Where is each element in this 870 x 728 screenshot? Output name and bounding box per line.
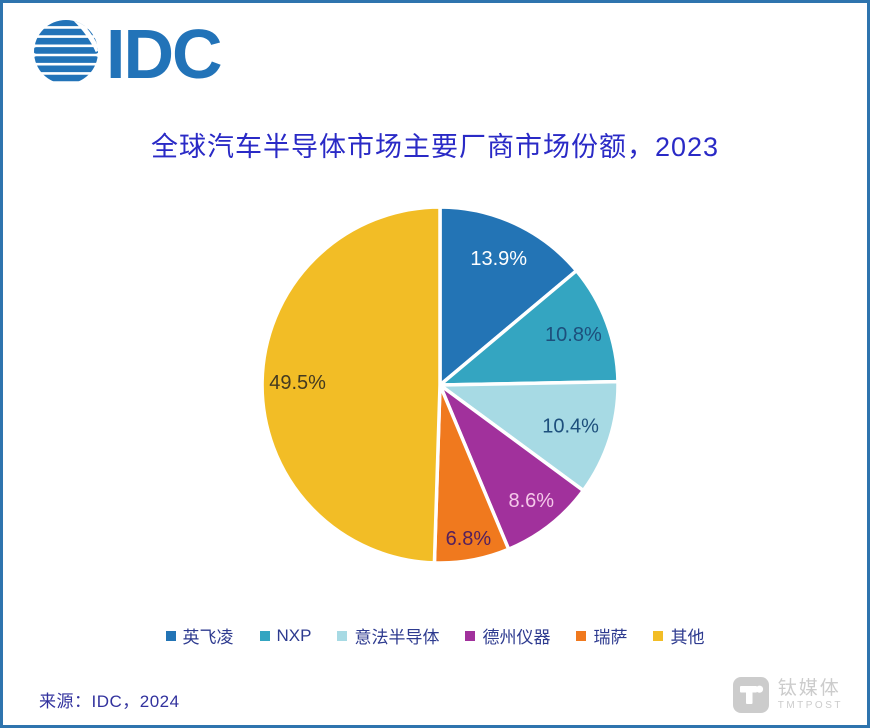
idc-globe-icon: IDC xyxy=(34,15,223,93)
tmtpost-logo: 钛媒体 TMTPOST xyxy=(732,677,843,713)
source-note: 来源：IDC，2024 xyxy=(39,692,180,711)
legend-swatch-icon xyxy=(259,630,270,641)
legend-label: 瑞萨 xyxy=(593,628,628,647)
legend-label: 德州仪器 xyxy=(482,628,551,647)
pie-slice-0 xyxy=(438,205,579,387)
pie-value-label-4: 6.8% xyxy=(446,528,492,550)
legend-item-0: 英飞凌 xyxy=(165,623,234,648)
pie-value-label-3: 8.6% xyxy=(509,490,555,512)
legend-item-1: NXP xyxy=(259,625,312,646)
legend-swatch-icon xyxy=(465,630,476,641)
tmtpost-wordmark: 钛媒体 TMTPOST xyxy=(777,678,843,711)
legend-label: 意法半导体 xyxy=(354,628,440,647)
idc-logo-text: IDC xyxy=(106,17,221,89)
pie-value-label-0: 13.9% xyxy=(470,248,527,270)
tmtpost-badge-icon xyxy=(732,677,769,713)
legend-swatch-icon xyxy=(576,630,587,641)
pie-slice-3 xyxy=(438,383,586,551)
idc-logo: IDC xyxy=(33,15,233,94)
chart-title: 全球汽车半导体市场主要厂商市场份额，2023 xyxy=(150,132,720,162)
pie-value-label-1: 10.8% xyxy=(545,324,602,346)
tmtpost-cn-label: 钛媒体 xyxy=(777,678,841,700)
legend-item-2: 意法半导体 xyxy=(337,623,439,648)
legend-label: NXP xyxy=(276,625,312,645)
legend-swatch-icon xyxy=(165,630,176,641)
legend-swatch-icon xyxy=(337,630,348,641)
pie-value-label-2: 10.4% xyxy=(542,416,599,438)
pie-value-label-5: 49.5% xyxy=(269,372,326,394)
legend-item-3: 德州仪器 xyxy=(465,623,550,648)
legend-label: 其他 xyxy=(670,628,705,647)
legend-label: 英飞凌 xyxy=(182,628,234,647)
legend: 英飞凌 NXP 意法半导体 德州仪器 瑞萨 其他 xyxy=(3,623,867,648)
pie-slice-2 xyxy=(438,379,620,493)
pie-chart: 13.9% 10.8% 10.4% 8.6% 6.8% 49.5% xyxy=(260,205,620,565)
legend-item-5: 其他 xyxy=(653,623,704,648)
legend-item-4: 瑞萨 xyxy=(576,623,627,648)
legend-swatch-icon xyxy=(653,630,664,641)
pie-slice-1 xyxy=(438,268,620,387)
tmtpost-en-label: TMTPOST xyxy=(777,699,843,711)
pie-slice-5 xyxy=(260,205,442,565)
